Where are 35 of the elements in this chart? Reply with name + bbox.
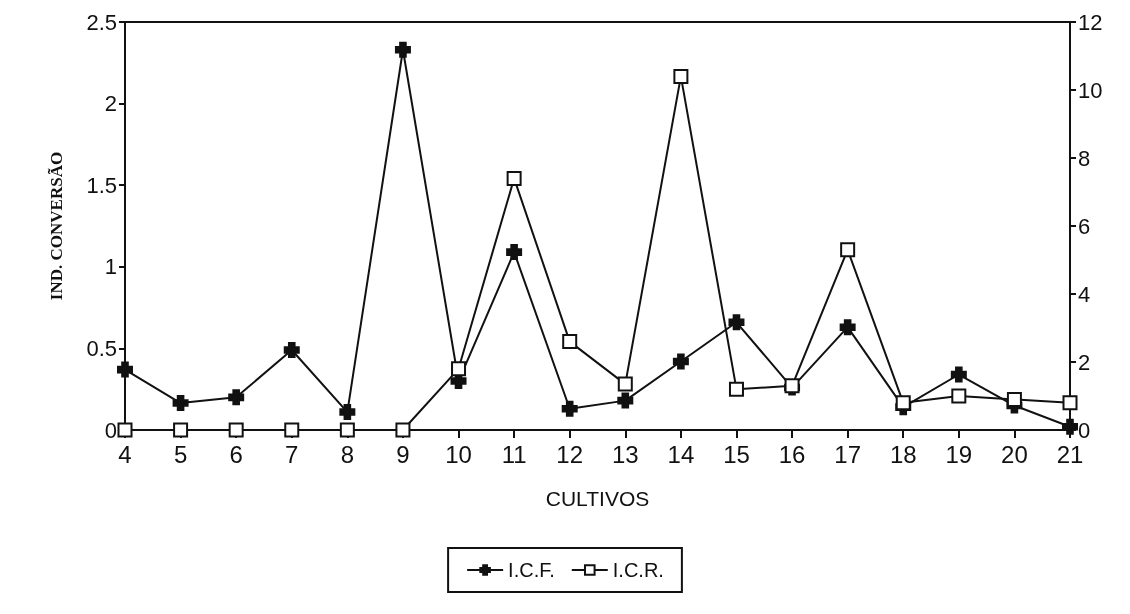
y-tick-label: 0 [104,417,117,443]
x-tick-label: 13 [611,440,639,468]
legend-label: I.C.R. [612,559,664,581]
x-tick-label: 20 [1001,440,1028,468]
x-tick-label: 21 [1056,440,1084,468]
x-tick-label: 14 [667,440,695,468]
y2-tick-label: 10 [1078,77,1103,103]
y2-tick-label: 2 [1078,349,1091,375]
x-tick-label: 10 [445,440,472,468]
y2-tick-label: 0 [1078,417,1091,443]
y-axis-title: IND. CONVERSÃO [47,151,66,301]
legend-label: I.C.F. [508,559,555,581]
y2-tick-label: 8 [1078,145,1091,171]
x-tick-label: 7 [285,440,299,468]
y-tick-label: 2 [104,91,117,117]
y2-tick-label: 12 [1078,9,1103,35]
y2-tick-label: 6 [1078,213,1091,239]
y-tick-label: 0.5 [86,335,117,361]
x-tick-label: 9 [396,440,410,468]
x-tick-label: 15 [723,440,750,468]
x-tick-label: 17 [834,440,861,468]
x-tick-label: 11 [501,440,527,468]
x-tick-label: 19 [945,440,973,468]
x-tick-label: 4 [118,440,132,468]
x-tick-label: 16 [778,440,806,468]
y2-tick-label: 4 [1078,281,1091,307]
y-tick-label: 1.5 [86,172,117,198]
y-tick-label: 2.5 [86,9,117,35]
x-tick-label: 5 [173,440,188,468]
x-tick-label: 12 [556,440,584,468]
x-tick-label: 8 [340,440,355,468]
x-tick-label: 18 [889,440,917,468]
x-axis-title: CULTIVOS [545,487,650,510]
x-tick-label: 6 [229,440,243,468]
y-tick-label: 1 [104,254,117,280]
